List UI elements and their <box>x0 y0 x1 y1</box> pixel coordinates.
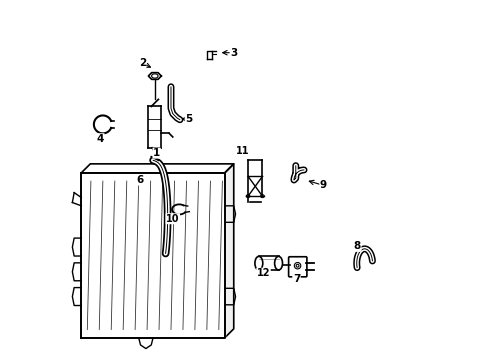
Text: 2: 2 <box>139 58 145 68</box>
Polygon shape <box>81 173 224 338</box>
Text: 3: 3 <box>230 48 237 58</box>
Text: 6: 6 <box>136 175 143 185</box>
Text: 10: 10 <box>166 214 179 224</box>
Polygon shape <box>224 164 233 338</box>
Text: 4: 4 <box>97 134 104 144</box>
Text: 5: 5 <box>185 114 192 124</box>
Text: 1: 1 <box>153 148 160 158</box>
Text: 7: 7 <box>292 274 300 284</box>
Polygon shape <box>81 164 233 173</box>
Text: 11: 11 <box>236 146 249 156</box>
Text: 12: 12 <box>256 268 270 278</box>
Text: 9: 9 <box>319 180 326 190</box>
Text: 8: 8 <box>353 241 360 251</box>
